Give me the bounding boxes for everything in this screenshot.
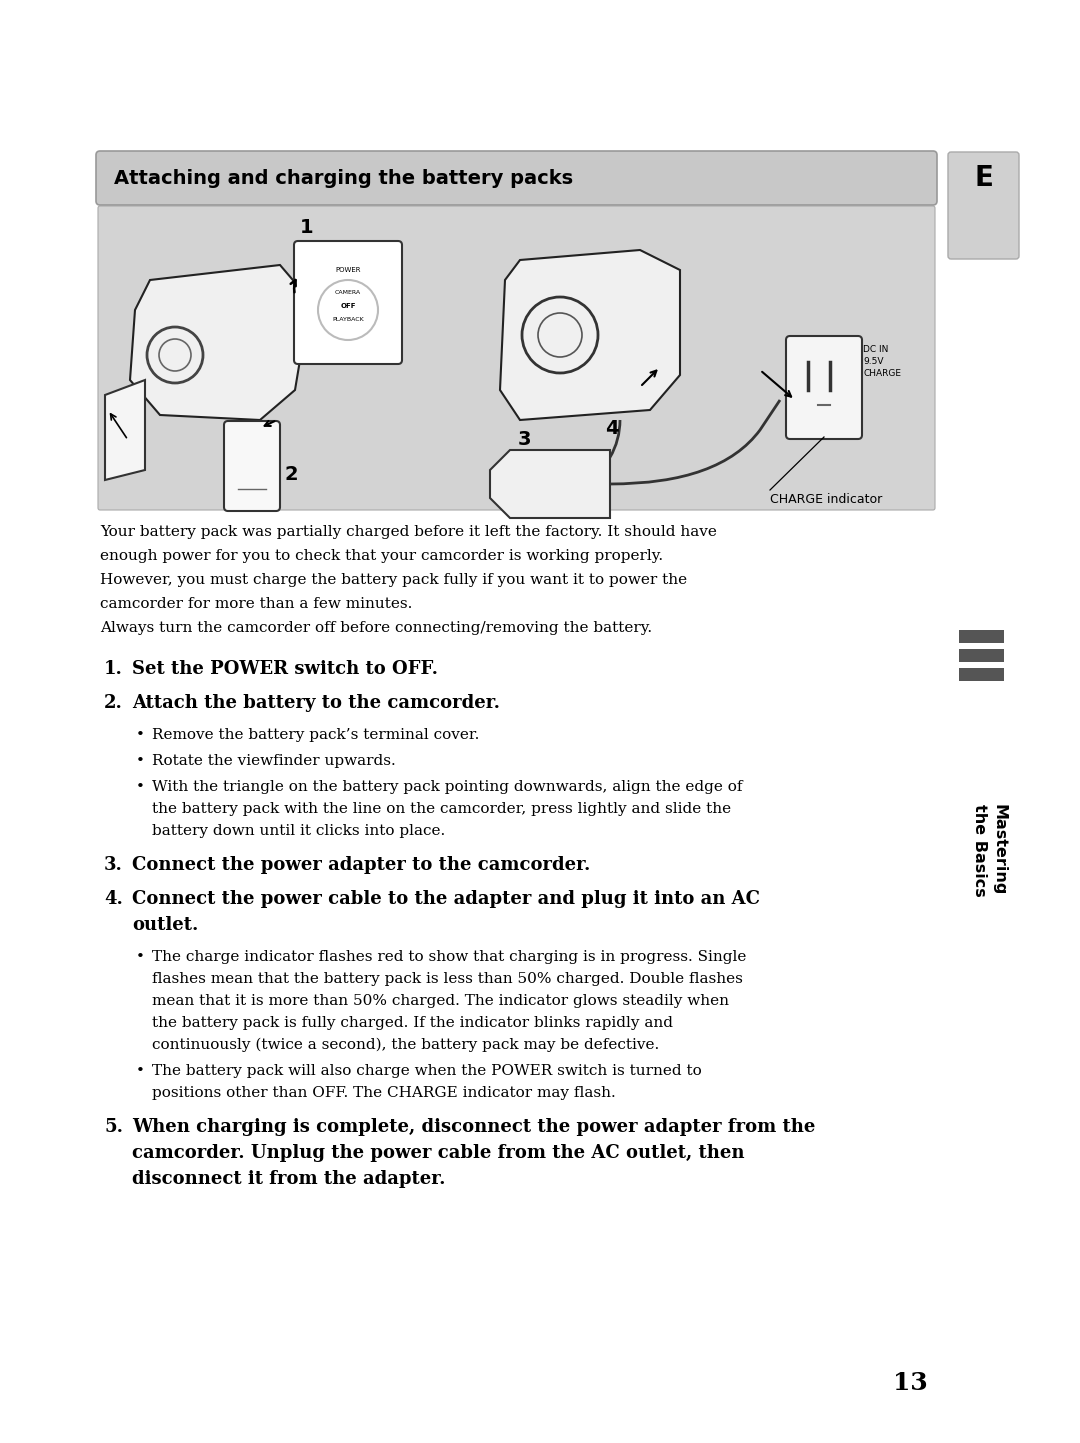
- Text: outlet.: outlet.: [132, 916, 199, 934]
- Bar: [959, 668, 1004, 681]
- FancyBboxPatch shape: [98, 206, 935, 509]
- Text: •: •: [136, 729, 145, 742]
- Text: When charging is complete, disconnect the power adapter from the: When charging is complete, disconnect th…: [132, 1118, 815, 1136]
- Text: Remove the battery pack’s terminal cover.: Remove the battery pack’s terminal cover…: [152, 729, 480, 742]
- FancyBboxPatch shape: [224, 421, 280, 511]
- Text: mean that it is more than 50% charged. The indicator glows steadily when: mean that it is more than 50% charged. T…: [152, 994, 729, 1009]
- Text: the battery pack with the line on the camcorder, press lightly and slide the: the battery pack with the line on the ca…: [152, 802, 731, 815]
- Text: 4.: 4.: [104, 890, 123, 908]
- Text: 1.: 1.: [104, 659, 123, 678]
- Text: The charge indicator flashes red to show that charging is in progress. Single: The charge indicator flashes red to show…: [152, 949, 746, 964]
- Text: With the triangle on the battery pack pointing downwards, align the edge of: With the triangle on the battery pack po…: [152, 781, 743, 794]
- Text: Rotate the viewfinder upwards.: Rotate the viewfinder upwards.: [152, 755, 395, 768]
- Text: CAMERA: CAMERA: [335, 290, 361, 294]
- Text: PLAYBACK: PLAYBACK: [333, 317, 364, 322]
- Text: Set the POWER switch to OFF.: Set the POWER switch to OFF.: [132, 659, 438, 678]
- Text: However, you must charge the battery pack fully if you want it to power the: However, you must charge the battery pac…: [100, 573, 687, 587]
- Polygon shape: [105, 380, 145, 481]
- Text: •: •: [136, 1063, 145, 1078]
- Polygon shape: [500, 250, 680, 420]
- Text: camcorder. Unplug the power cable from the AC outlet, then: camcorder. Unplug the power cable from t…: [132, 1144, 744, 1162]
- Text: DC IN
9.5V
CHARGE: DC IN 9.5V CHARGE: [863, 345, 901, 378]
- FancyBboxPatch shape: [786, 336, 862, 439]
- Text: 2.: 2.: [104, 694, 123, 711]
- Bar: [959, 649, 1004, 662]
- FancyBboxPatch shape: [948, 152, 1020, 258]
- Text: Attaching and charging the battery packs: Attaching and charging the battery packs: [114, 169, 573, 188]
- Text: Attach the battery to the camcorder.: Attach the battery to the camcorder.: [132, 694, 500, 711]
- Text: CHARGE indicator: CHARGE indicator: [770, 494, 882, 506]
- Text: The battery pack will also charge when the POWER switch is turned to: The battery pack will also charge when t…: [152, 1063, 702, 1078]
- Text: continuously (twice a second), the battery pack may be defective.: continuously (twice a second), the batte…: [152, 1038, 659, 1052]
- Text: camcorder for more than a few minutes.: camcorder for more than a few minutes.: [100, 597, 413, 610]
- Text: 1: 1: [300, 218, 313, 237]
- Text: 4: 4: [605, 418, 619, 439]
- FancyBboxPatch shape: [294, 241, 402, 364]
- Text: POWER: POWER: [335, 267, 361, 273]
- Text: disconnect it from the adapter.: disconnect it from the adapter.: [132, 1170, 446, 1188]
- Text: •: •: [136, 949, 145, 964]
- Text: 3.: 3.: [104, 856, 123, 874]
- Polygon shape: [490, 450, 610, 518]
- Bar: [959, 631, 1004, 644]
- FancyBboxPatch shape: [96, 152, 937, 205]
- Text: 5.: 5.: [104, 1118, 123, 1136]
- Text: 2: 2: [284, 466, 298, 485]
- Text: enough power for you to check that your camcorder is working properly.: enough power for you to check that your …: [100, 548, 663, 563]
- Text: Connect the power cable to the adapter and plug it into an AC: Connect the power cable to the adapter a…: [132, 890, 760, 908]
- Text: •: •: [136, 755, 145, 768]
- Text: Connect the power adapter to the camcorder.: Connect the power adapter to the camcord…: [132, 856, 591, 874]
- Text: Always turn the camcorder off before connecting/removing the battery.: Always turn the camcorder off before con…: [100, 620, 652, 635]
- Text: flashes mean that the battery pack is less than 50% charged. Double flashes: flashes mean that the battery pack is le…: [152, 973, 743, 986]
- Text: 13: 13: [893, 1371, 928, 1395]
- Text: 3: 3: [518, 430, 531, 449]
- Text: OFF: OFF: [340, 303, 355, 309]
- Text: battery down until it clicks into place.: battery down until it clicks into place.: [152, 824, 445, 838]
- Polygon shape: [130, 266, 310, 420]
- Text: •: •: [136, 781, 145, 794]
- Text: the battery pack is fully charged. If the indicator blinks rapidly and: the battery pack is fully charged. If th…: [152, 1016, 673, 1030]
- Text: E: E: [974, 165, 993, 192]
- Text: Your battery pack was partially charged before it left the factory. It should ha: Your battery pack was partially charged …: [100, 525, 717, 540]
- Text: positions other than OFF. The CHARGE indicator may flash.: positions other than OFF. The CHARGE ind…: [152, 1087, 616, 1100]
- Text: Mastering
the Basics: Mastering the Basics: [972, 804, 1007, 896]
